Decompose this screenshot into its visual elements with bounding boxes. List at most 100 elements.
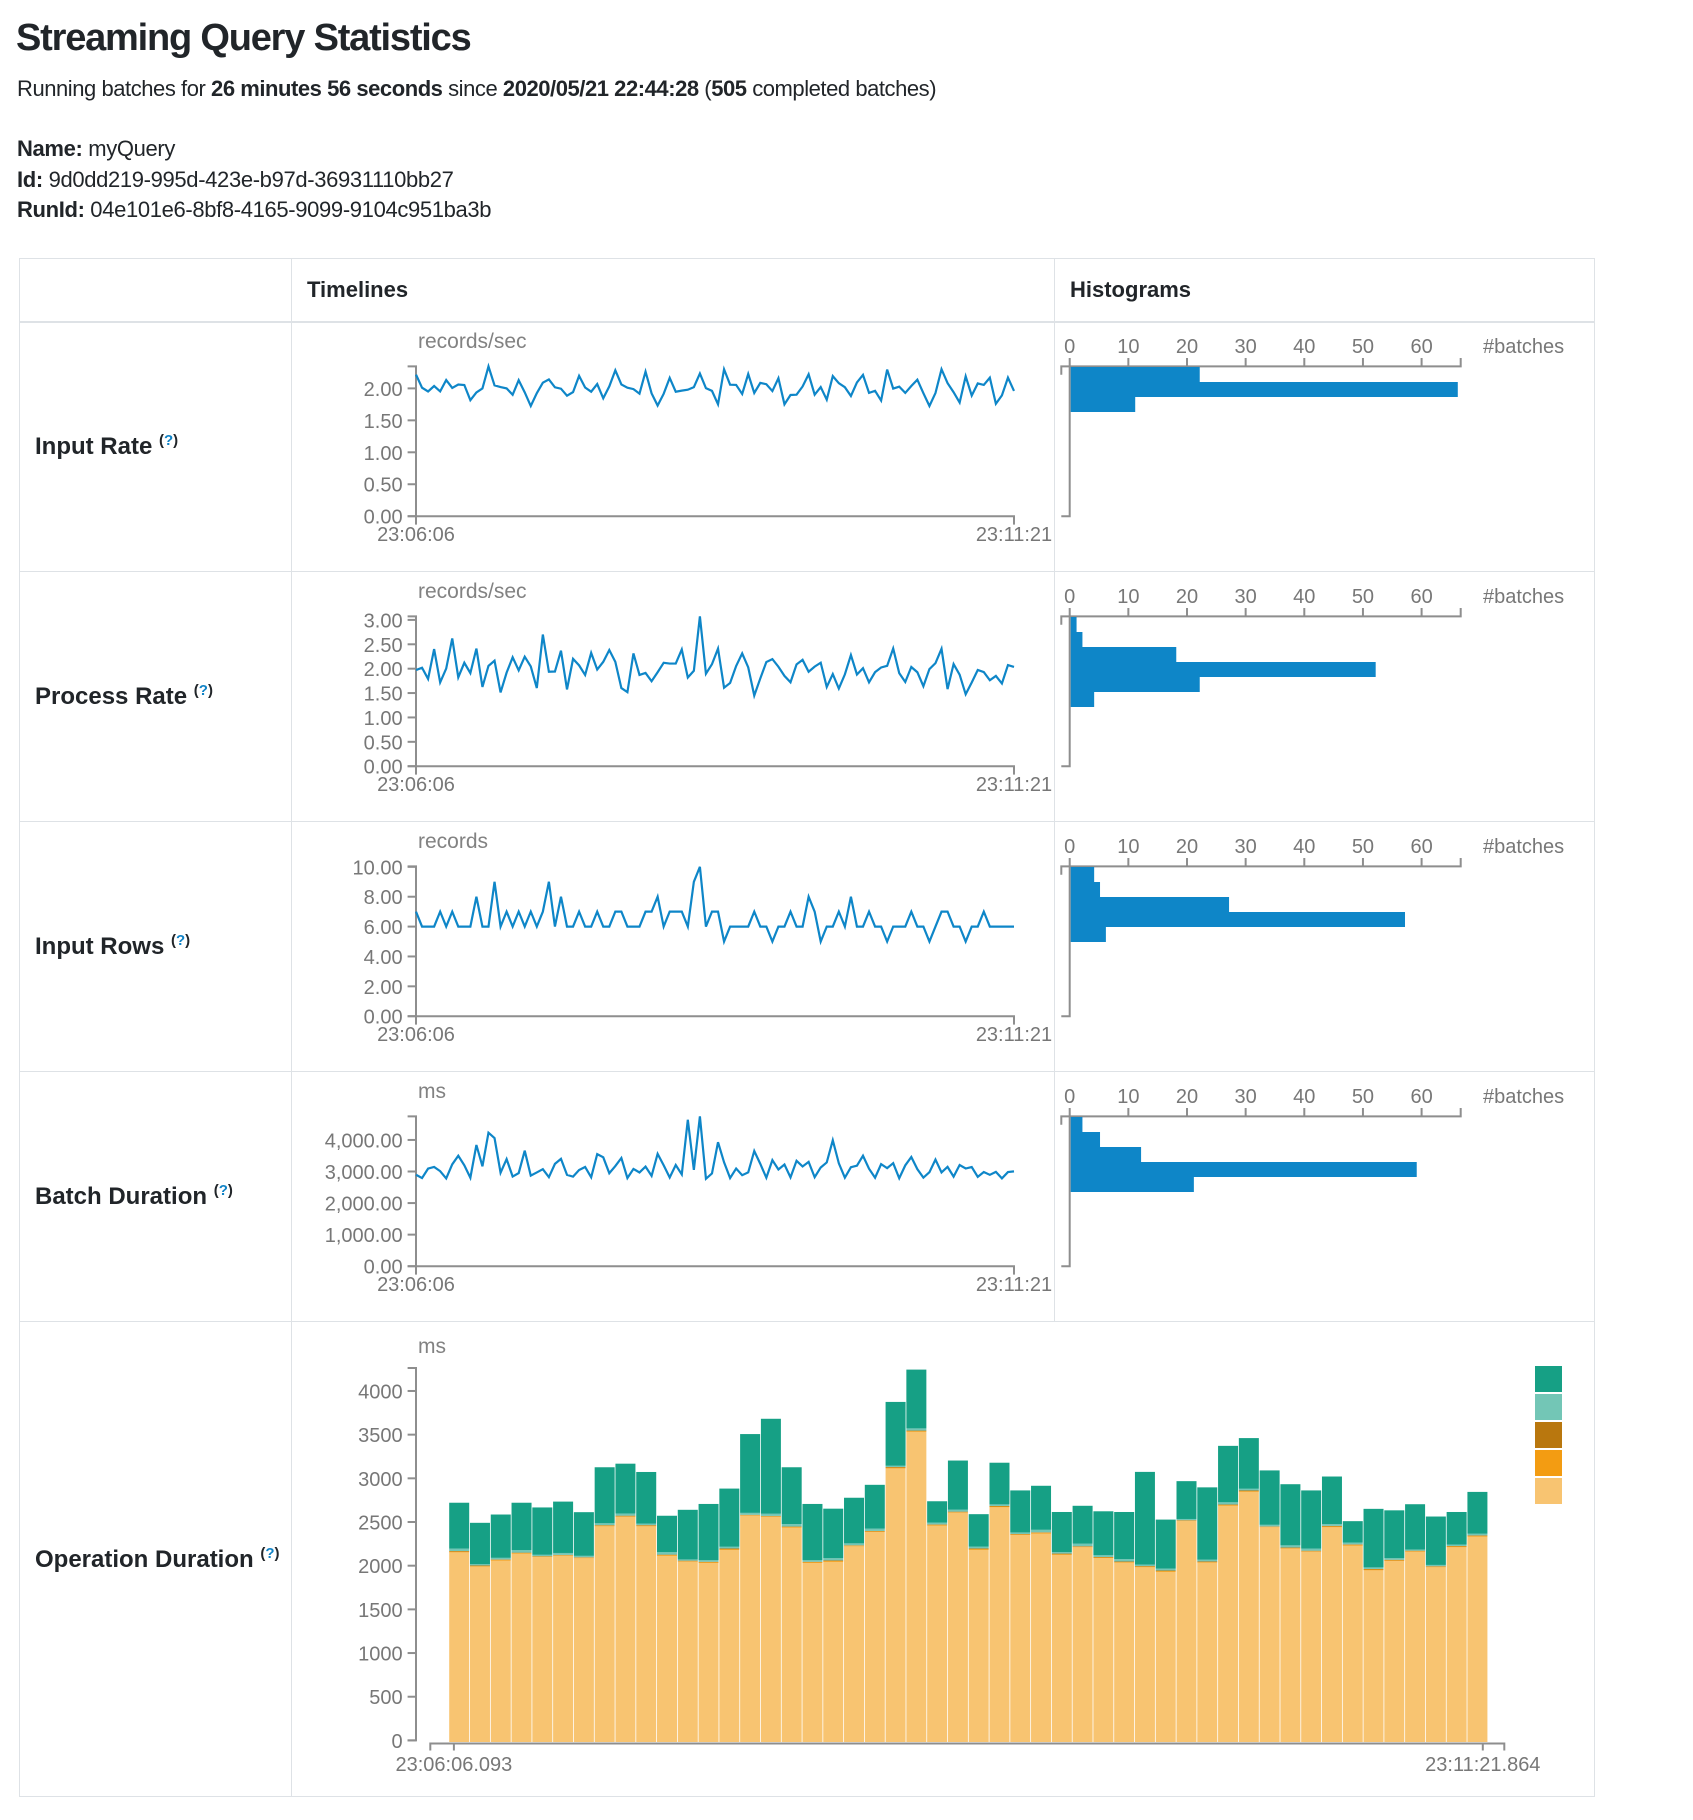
stacked-bar-segment-queryPlanning (677, 1558, 698, 1561)
timeline-line (415, 615, 1015, 700)
operation-duration-label: Operation Duration (?) (19, 1321, 292, 1797)
stacked-bar-segment-queryPlanning (823, 1557, 844, 1560)
stacked-bar-segment-walCommit (802, 1503, 823, 1560)
histogram-bar (1070, 1161, 1417, 1177)
input-rate-help-icon[interactable]: (?) (159, 432, 179, 450)
stacked-bar-segment-addBatch (719, 1549, 740, 1742)
stacked-bar-segment-walCommit (1072, 1505, 1093, 1544)
input-rows-timeline-svg: records 0.00 2.00 4.00 6.00 8.00 10.00 23:06:06… (353, 830, 1053, 1046)
chart-text-label: 1000 (358, 1643, 403, 1665)
stacked-bar-segment-queryPlanning (1405, 1548, 1426, 1551)
stacked-bar-segment-latestOffset (989, 1505, 1010, 1506)
stacked-bar-segment-queryPlanning (947, 1509, 968, 1512)
stacked-bar-segment-queryPlanning (553, 1552, 574, 1555)
stacked-bar-segment-addBatch (1259, 1526, 1280, 1742)
legend-swatch (1535, 1477, 1562, 1504)
chart-text-label: 0.50 (364, 732, 403, 754)
stacked-bar-segment-queryPlanning (511, 1549, 532, 1553)
batch-duration-help-icon[interactable]: (?) (213, 1182, 233, 1199)
stacked-bar-segment-addBatch (844, 1545, 865, 1742)
chart-text-label: ms (418, 1335, 446, 1358)
chart-text-label: 30 (1235, 836, 1257, 858)
stacked-bar-segment-getBatch (532, 1556, 553, 1557)
chart-text-label: 23:11:21 (976, 1274, 1052, 1296)
stacked-bar-segment-walCommit (573, 1511, 594, 1556)
stacked-bar-segment-walCommit (1363, 1508, 1384, 1567)
chart-text-label: 40 (1293, 836, 1315, 858)
input-rate-timeline-svg: records/sec 0.00 0.50 1.00 1.50 2.00 23:06:06 2… (364, 330, 1053, 546)
stacked-bar-segment-walCommit (1155, 1519, 1176, 1569)
stacked-bar-segment-queryPlanning (760, 1513, 781, 1516)
histogram-y-axis (1061, 615, 1071, 767)
stacked-bar-segment-latestOffset (449, 1550, 470, 1552)
stacked-bar-segment-getBatch (760, 1515, 781, 1517)
chart-text-label: 0.00 (364, 506, 403, 528)
chart-text-label: 50 (1352, 586, 1374, 608)
stacked-bar-segment-getBatch (657, 1554, 677, 1556)
stacked-bar-segment-getBatch (740, 1514, 761, 1516)
histogram-y-axis (1061, 1115, 1071, 1267)
stacked-bar-segment-addBatch (449, 1551, 470, 1742)
timeline-line (414, 865, 1014, 945)
input-rows-histogram-svg: 0 10 20 30 40 50 60 #batches (1060, 836, 1564, 1017)
chart-text-label: records/sec (418, 330, 527, 353)
x-axis (429, 1742, 1506, 1750)
stacked-bar-segment-latestOffset (677, 1560, 698, 1561)
chart-text-label: 4,000.00 (325, 1130, 403, 1152)
stacked-bar-segment-walCommit (615, 1463, 636, 1513)
stacked-bar-segment-walCommit (1384, 1509, 1405, 1558)
stacked-bar-segment-latestOffset (1134, 1565, 1155, 1567)
stacked-bar-segment-getBatch (1342, 1544, 1363, 1546)
stacked-bar-segment-queryPlanning (698, 1559, 719, 1562)
chart-text-label: 0 (391, 1730, 402, 1752)
stacked-bar-segment-walCommit (781, 1466, 802, 1524)
stacked-bar-segment-walCommit (553, 1501, 574, 1553)
stacked-bar-segment-addBatch (1238, 1491, 1259, 1742)
stacked-bar-segment-getBatch (1363, 1568, 1384, 1570)
stacked-bar-segment-walCommit (1321, 1476, 1342, 1524)
completed-batches-count: 505 (711, 76, 747, 101)
chart-text-label: 0.00 (364, 1006, 403, 1028)
stacked-bar-segment-getBatch (469, 1565, 490, 1567)
query-meta: Name: myQuery Id: 9d0dd219-995d-423e-b97… (17, 134, 492, 226)
chart-text-label: 1.50 (364, 683, 403, 705)
stacked-bar-segment-queryPlanning (1384, 1557, 1405, 1560)
histogram-bar (1070, 1131, 1101, 1147)
chart-text-label: 30 (1235, 586, 1257, 608)
stacked-bar-segment-queryPlanning (927, 1522, 948, 1524)
running-duration: 26 minutes 56 seconds (211, 76, 443, 101)
stacked-bar-segment-queryPlanning (1301, 1548, 1322, 1551)
process-rate-row: Process Rate (?) records/sec 0.00 0.50 1.00… (19, 571, 1595, 822)
histogram-bar (1070, 366, 1200, 382)
stacked-bar-segment-walCommit (927, 1500, 948, 1523)
stacked-bar-segment-queryPlanning (1321, 1523, 1342, 1526)
stacked-bar-segment-queryPlanning (657, 1551, 677, 1555)
chart-text-label: 0 (1064, 1086, 1075, 1108)
batch-duration-histogram-svg: 0 10 20 30 40 50 60 #batches (1060, 1086, 1564, 1267)
stacked-bar-segment-getBatch (927, 1524, 948, 1526)
input-rows-help-icon[interactable]: (?) (171, 932, 191, 949)
stacked-bar-segment-latestOffset (1384, 1559, 1405, 1560)
timeline-line (415, 1115, 1015, 1181)
stacked-bar-segment-getBatch (864, 1530, 885, 1532)
stacked-bar-segment-addBatch (1176, 1520, 1197, 1742)
chart-text-label: 0 (1064, 336, 1075, 358)
batch-duration-histogram-chart: 0 10 20 30 40 50 60 #batches (1054, 1071, 1595, 1322)
process-rate-timeline-chart: records/sec 0.00 0.50 1.00 1.50 2.00 2.50 3.00 2… (291, 571, 1055, 822)
stacked-bar-segment-walCommit (719, 1488, 740, 1547)
operation-duration-chart: ms 0 500 1000 1500 2000 2500 3000 3500 4000 23:06:… (291, 1321, 1595, 1797)
stacked-bar-segment-addBatch (573, 1557, 594, 1742)
legend-swatch (1535, 1393, 1562, 1420)
operation-duration-help-icon[interactable]: (?) (260, 1544, 280, 1562)
chart-text-label: 20 (1176, 336, 1198, 358)
stacked-bar-segment-queryPlanning (615, 1512, 636, 1516)
process-rate-help-icon[interactable]: (?) (193, 682, 213, 699)
stacked-bar-segment-addBatch (1051, 1554, 1072, 1742)
stacked-bar-segment-getBatch (844, 1545, 865, 1546)
stacked-bar-segment-walCommit (1301, 1489, 1322, 1548)
stacked-bar-segment-getBatch (719, 1548, 740, 1550)
stacked-bar-segment-getBatch (1301, 1550, 1322, 1552)
stacked-bar-segment-getBatch (1280, 1547, 1301, 1549)
stacked-bar-segment-addBatch (511, 1553, 532, 1742)
stacked-bar-segment-latestOffset (615, 1515, 636, 1516)
